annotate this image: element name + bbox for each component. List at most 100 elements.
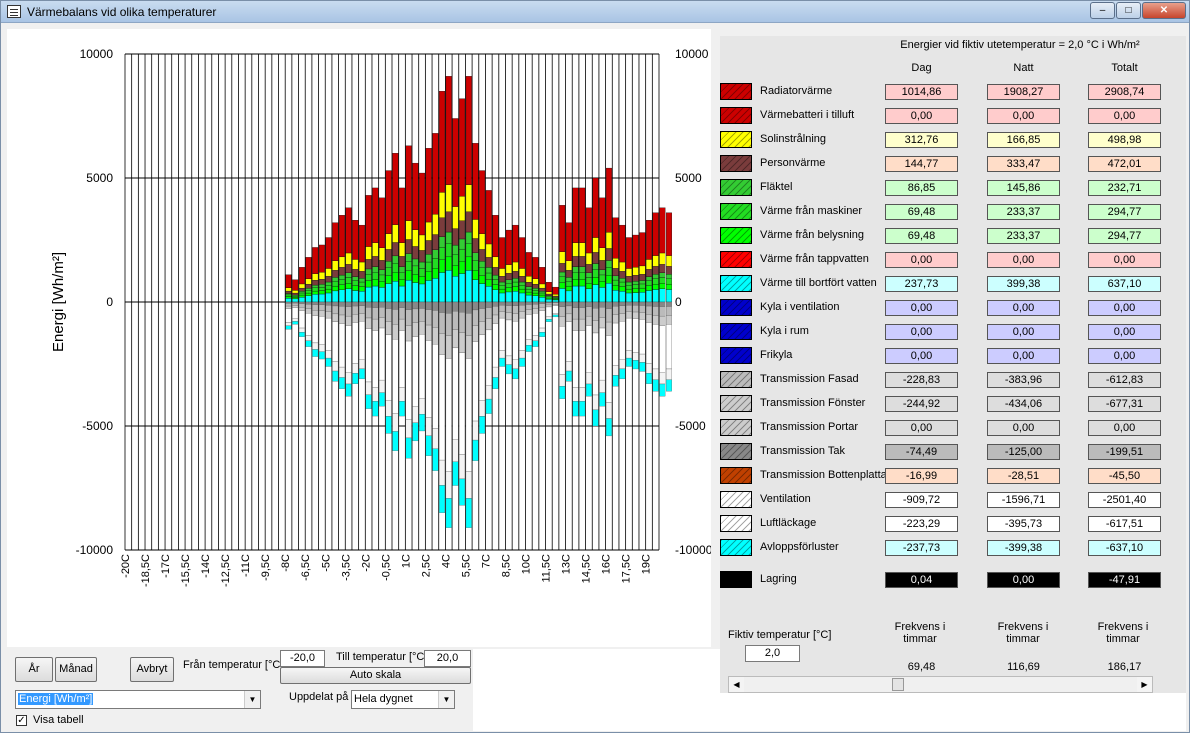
bar-segment [632,275,639,282]
bar-segment [565,222,572,261]
close-button[interactable]: ✕ [1142,2,1186,19]
bar-segment [579,307,586,320]
maximize-button[interactable]: □ [1116,2,1141,19]
storage-row: Lagring 0,04 0,00 -47,91 [720,569,1186,591]
legend-swatch [720,299,752,316]
bar-segment [465,243,472,258]
y-tick-label-left: -5000 [82,419,113,433]
bar-segment [358,286,365,292]
bar-segment [592,308,599,321]
row-value-dag: -74,49 [885,444,958,460]
title-bar[interactable]: Värmebalans vid olika temperaturer – □ ✕ [1,1,1189,23]
bar-segment [632,360,639,370]
bar-segment [572,330,579,388]
bar-segment [378,317,385,329]
bar-segment [412,336,419,407]
bar-segment [639,287,646,293]
bar-segment [452,329,459,349]
bar-segment [305,290,312,294]
bar-segment [385,416,392,434]
bar-segment [325,268,332,277]
bar-segment [439,217,446,237]
y-tick-label-right: -10000 [675,543,711,557]
bar-segment [525,304,532,310]
bar-segment [385,301,392,309]
bar-segment [479,400,486,417]
row-value-natt: 166,85 [987,132,1060,148]
bar-segment [338,323,345,368]
x-tick-label: -17C [160,554,172,578]
cancel-button[interactable]: Avbryt [130,657,174,682]
bar-segment [412,274,419,283]
bar-segment [545,319,552,322]
bar-segment [659,315,666,326]
bar-segment [512,291,519,303]
scroll-thumb[interactable] [892,678,904,691]
show-table-checkbox[interactable]: ✓ [16,715,27,726]
chevron-down-icon[interactable]: ▼ [244,691,260,708]
chevron-down-icon[interactable]: ▼ [438,691,454,708]
bar-segment [579,187,586,243]
bar-segment [646,276,652,281]
temperature-scrollbar[interactable]: ◀ ▶ [728,676,1153,693]
bar-segment [572,266,579,273]
bar-segment [585,306,592,317]
minimize-button[interactable]: – [1090,2,1115,19]
bar-segment [325,350,332,359]
bar-segment [298,301,305,304]
bar-segment [605,418,612,437]
scroll-right-icon[interactable]: ▶ [1137,677,1152,692]
bar-segment [312,247,319,274]
frekvens-dag-value: 69,48 [907,661,936,673]
row-value-tot: 0,00 [1088,420,1161,436]
bar-segment [412,422,419,442]
bar-segment [499,292,506,303]
legend-swatch [720,395,752,412]
bar-segment [405,301,412,310]
to-temp-input[interactable]: 20,0 [424,650,471,667]
from-temp-input[interactable]: -20,0 [280,650,325,667]
bar-segment [605,275,612,284]
bar-segment [592,301,599,309]
bar-segment [292,292,299,296]
bar-segment [332,277,339,282]
fiktiv-temp-input[interactable]: 2,0 [745,645,800,662]
bar-segment [572,279,579,287]
energy-select[interactable]: Energi [Wh/m²] ▼ [15,690,261,709]
frekvens-natt-value: 116,69 [1007,661,1040,673]
bar-segment [292,298,299,303]
scroll-left-icon[interactable]: ◀ [729,677,744,692]
bar-segment [432,428,439,449]
bar-segment [579,330,586,388]
frekvens-dag-label: Frekvens i timmar [894,621,946,645]
bar-segment [419,398,426,415]
bar-segment [632,234,639,268]
bar-segment [392,224,399,243]
auto-scale-button[interactable]: Auto skala [280,667,471,684]
bar-segment [445,270,452,303]
bar-segment [425,271,432,281]
bar-segment [365,394,372,409]
bar-segment [585,325,592,373]
bar-segment [532,292,539,296]
bar-segment [345,383,352,397]
bar-segment [345,288,352,303]
bar-segment [385,334,392,401]
bar-segment [452,228,459,246]
bar-segment [332,361,339,372]
bar-segment [345,207,352,254]
bar-segment [372,272,379,280]
split-select[interactable]: Hela dygnet ▼ [351,690,455,709]
row-value-dag: 0,00 [885,300,958,316]
bar-segment [378,260,385,270]
bar-segment [599,287,606,303]
bar-segment [399,285,405,303]
month-button[interactable]: Månad [55,657,97,682]
bar-segment [305,340,312,347]
bar-segment [612,268,619,277]
year-button[interactable]: År [15,657,53,682]
table-row: Radiatorvärme 1014,86 1908,27 2908,74 [720,81,1186,103]
bar-segment [666,368,672,380]
x-tick-label: -6,5C [300,554,312,581]
bar-segment [325,357,332,367]
